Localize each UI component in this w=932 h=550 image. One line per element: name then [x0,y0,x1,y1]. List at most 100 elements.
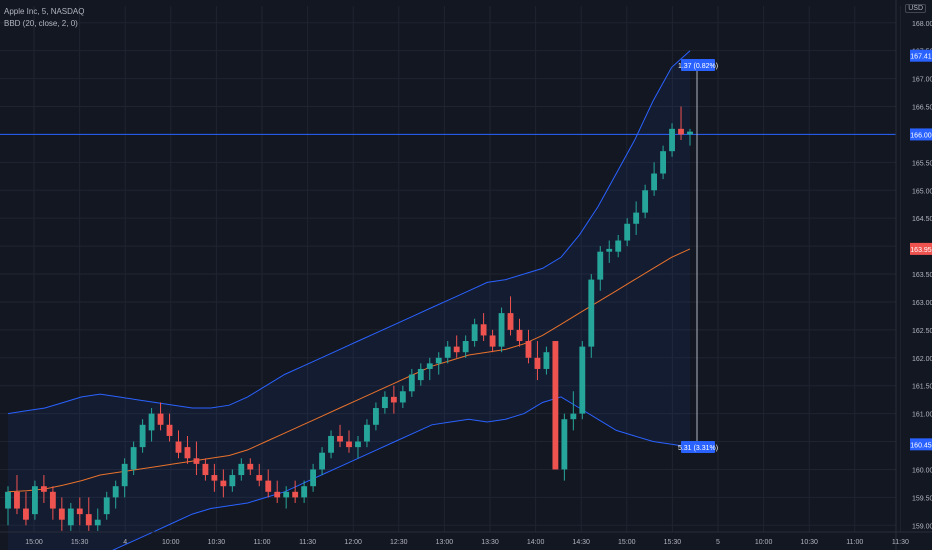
upper-band [7,50,691,415]
time-tick-label: 4 [123,539,127,546]
candle-body [292,491,299,498]
axis-last-price-badge-bg [910,128,932,141]
axis-lower-badge: 160.45 [910,442,932,449]
candle-body [301,486,308,498]
symbol-title[interactable]: Apple Inc, 5, NASDAQ [4,7,85,16]
candle-body [220,480,227,487]
time-tick-label: 10:30 [800,539,818,546]
candle-body [588,279,595,347]
price-tick-label: 165.50 [912,160,932,167]
price-tick-label: 160.00 [912,467,932,474]
candle-body [238,463,245,476]
candle-body [381,396,388,409]
candle-body [678,128,684,135]
price-tick-label: 167.00 [912,77,932,84]
candle-body [364,424,370,442]
candle-body [265,480,272,492]
time-tick-label: 15:30 [71,539,89,546]
axis-basis-badge: 163.95 [910,247,932,254]
price-tick-label: 165.00 [912,188,932,195]
indicator-title[interactable]: BBD (20, close, 2, 0) [4,19,78,28]
candle-body [346,441,352,448]
price-axis[interactable]: 168.00167.50167.00166.50166.00165.50165.… [895,0,932,550]
chart-legend: Apple Inc, 5, NASDAQ BBD (20, close, 2, … [4,6,84,30]
bollinger-band [0,50,896,550]
candle-body [669,128,675,152]
candle-body [444,346,451,358]
candle-body [399,391,406,403]
candle-body [498,313,505,347]
candle-body [319,452,325,470]
price-tick-label: 162.50 [912,328,932,335]
candle-body [408,374,415,392]
price-tick-label: 163.00 [912,300,932,307]
candle-body [49,491,56,509]
time-tick-label: 12:00 [344,539,362,546]
candle-body [112,486,119,498]
candle-body [642,190,649,213]
time-tick-label: 11:00 [846,539,863,546]
candle-body [507,313,514,330]
candle-body [534,357,541,369]
candle-body [76,508,83,515]
candle-body [58,508,65,520]
candle-body [561,419,568,470]
candle-body [85,514,92,526]
candle-body [256,475,263,481]
candle-body [211,475,218,481]
candle-body [328,435,334,453]
candle-body [579,346,586,414]
candle-body [184,447,191,459]
candle-body [94,519,101,526]
candle-body [373,408,379,425]
time-tick-label: 14:30 [572,539,590,546]
candle-body [310,469,317,487]
time-tick-label: 15:30 [664,539,682,546]
candles [5,106,693,531]
candle-body [480,324,487,336]
time-tick-label: 10:30 [208,539,226,546]
basis-line [7,248,691,493]
candle-body [633,212,640,224]
candle-body [157,413,164,425]
axis-basis-badge-bg [910,242,932,255]
time-tick-label: 14:00 [527,539,545,546]
time-tick-label: 11:00 [254,539,271,546]
axis-upper-badge-bg [910,49,932,62]
axis-upper-badge: 167.41 [910,54,932,61]
candle-body [148,413,155,431]
candle-body [130,447,137,470]
candle-body [615,240,622,252]
axis-lower-badge-bg [910,438,932,451]
time-tick-label: 12:30 [390,539,408,546]
candle-body [660,151,666,174]
axis-last-price-badge: 166.00 [910,132,932,139]
lower-band [112,396,691,550]
price-tick-label: 162.00 [912,356,932,363]
candle-body [651,173,658,191]
time-tick-label: 11:30 [892,539,909,546]
candle-body [525,341,532,358]
time-tick-label: 11:30 [299,539,316,546]
candle-body [552,341,559,470]
chart-grid [0,6,901,532]
candle-body [67,508,74,526]
candle-body [355,441,361,448]
candle-body [5,491,11,509]
candle-body [139,424,146,448]
candle-body [337,435,343,442]
candle-body [570,413,577,420]
currency-badge[interactable]: USD [905,4,926,13]
candle-body [390,396,397,403]
time-axis[interactable]: 15:00 15:30 4 10:00 10:30 11:00 11:30 12:00 12:3… [0,531,932,546]
measure-top-label: 1.37 (0.82%) [678,63,718,70]
time-tick-label: 15:00 [25,539,43,546]
measure-tool[interactable]: 1.37 (0.82%) 5.31 (3.31%) [678,59,718,453]
candle-body [453,346,460,353]
price-tick-label: 161.50 [912,384,932,391]
price-tick-label: 166.50 [912,105,932,112]
price-tick-label: 159.50 [912,495,932,502]
price-tick-label: 161.00 [912,412,932,419]
